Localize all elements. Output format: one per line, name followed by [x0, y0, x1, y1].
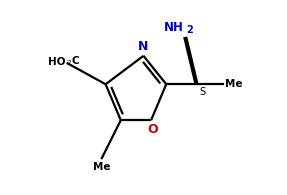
Text: O: O	[148, 123, 158, 136]
Text: Me: Me	[93, 162, 110, 172]
Text: NH: NH	[164, 21, 184, 34]
Text: 2: 2	[186, 25, 193, 35]
Text: S: S	[199, 87, 205, 97]
Text: Me: Me	[225, 79, 243, 89]
Text: N: N	[138, 40, 149, 53]
Text: HO: HO	[48, 57, 66, 66]
Text: $_2$C: $_2$C	[66, 55, 80, 68]
